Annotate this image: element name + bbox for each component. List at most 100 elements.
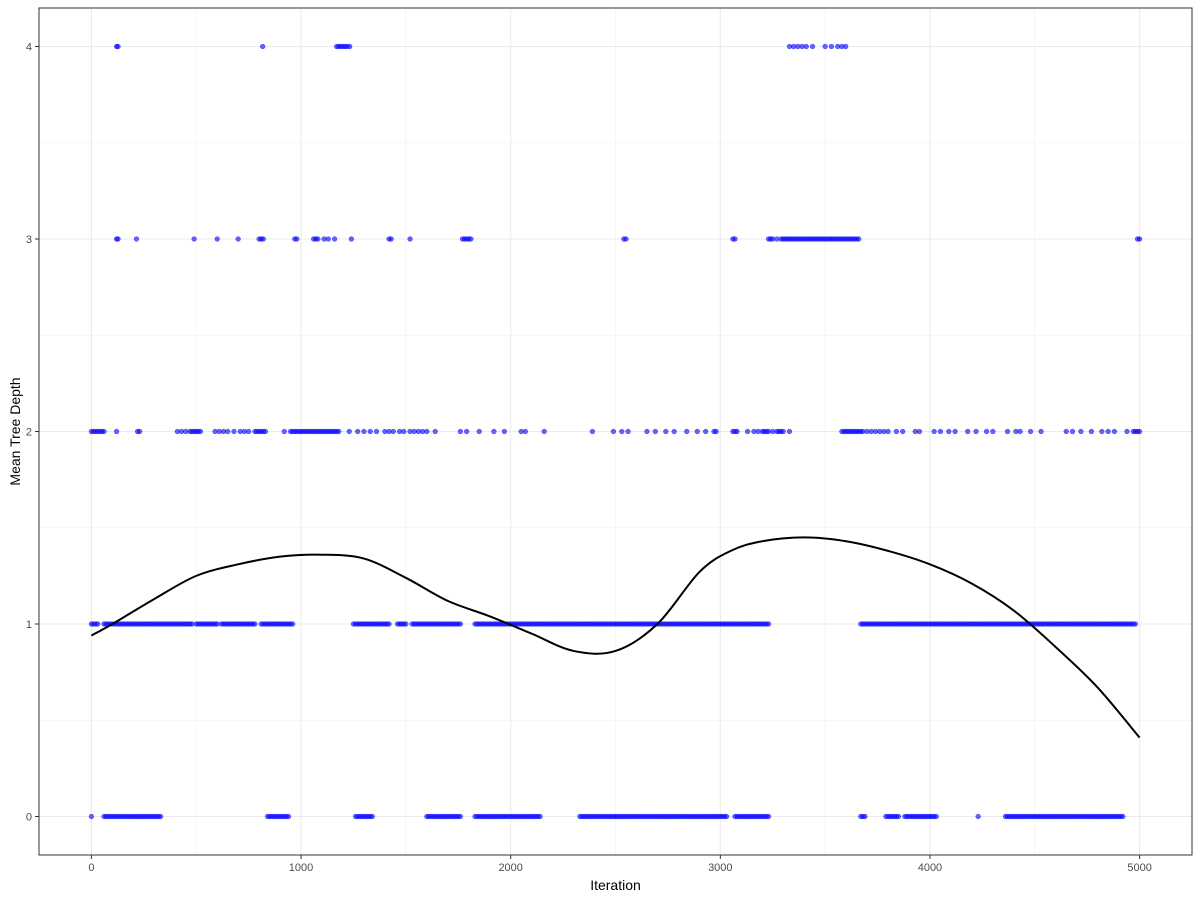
data-point — [285, 813, 292, 820]
data-point — [281, 428, 287, 435]
data-point — [1069, 428, 1076, 435]
data-point — [1078, 428, 1084, 435]
data-point — [885, 428, 891, 435]
data-point — [765, 813, 772, 820]
data-point — [136, 428, 143, 435]
data-point — [684, 428, 690, 435]
data-point — [325, 236, 331, 242]
data-point — [732, 236, 738, 242]
data-point — [403, 621, 409, 627]
data-point — [491, 428, 497, 435]
data-point — [828, 43, 835, 50]
data-point — [990, 428, 996, 435]
data-point — [197, 428, 204, 435]
data-point — [191, 236, 197, 242]
data-point — [457, 621, 464, 627]
data-point — [1120, 813, 1126, 820]
data-point — [347, 43, 353, 50]
data-point — [765, 621, 772, 627]
data-point — [644, 428, 650, 435]
data-point — [401, 428, 407, 435]
x-tick-label: 4000 — [918, 862, 942, 874]
x-tick-label: 5000 — [1127, 862, 1151, 874]
data-point — [671, 428, 677, 435]
data-point — [290, 621, 296, 627]
data-point — [331, 236, 338, 242]
data-point — [354, 428, 361, 435]
data-point — [1136, 428, 1143, 435]
data-point — [133, 236, 140, 242]
x-tick-label: 3000 — [708, 862, 732, 874]
data-point — [367, 428, 373, 435]
data-point — [361, 428, 367, 435]
x-axis-title: Iteration — [590, 877, 641, 893]
smooth-line-layer — [90, 536, 1141, 739]
data-point — [983, 428, 990, 435]
data-point — [893, 428, 900, 435]
data-point — [975, 813, 981, 820]
data-point — [619, 428, 625, 435]
data-point — [1017, 428, 1023, 435]
data-point — [373, 428, 380, 435]
data-point — [157, 813, 164, 820]
data-point — [294, 236, 300, 242]
data-point — [225, 428, 231, 435]
data-point — [694, 428, 700, 435]
y-tick-label: 1 — [26, 619, 32, 631]
data-point — [260, 236, 266, 242]
data-point — [856, 236, 862, 242]
data-point — [386, 621, 392, 627]
data-point — [822, 43, 828, 50]
data-point — [713, 428, 719, 435]
data-point — [369, 813, 375, 820]
data-point — [860, 428, 866, 435]
data-point — [1136, 236, 1143, 242]
data-point — [501, 428, 508, 435]
data-point — [262, 428, 269, 435]
data-point — [1105, 428, 1111, 435]
data-point — [252, 621, 258, 627]
y-tick-label: 0 — [26, 812, 32, 824]
data-point — [803, 43, 809, 50]
data-point — [1038, 428, 1044, 435]
y-tick-label: 4 — [26, 42, 32, 54]
data-point — [464, 428, 470, 435]
data-point — [744, 428, 751, 435]
data-point — [346, 428, 352, 435]
data-point — [537, 813, 543, 820]
data-point — [973, 428, 979, 435]
data-point — [432, 428, 438, 435]
data-point — [895, 813, 902, 820]
data-point — [231, 428, 237, 435]
data-point — [95, 621, 101, 627]
data-point — [843, 43, 849, 50]
data-point — [931, 428, 937, 435]
data-point — [457, 813, 464, 820]
data-point — [786, 428, 793, 435]
data-point — [113, 428, 120, 435]
data-point — [610, 428, 617, 435]
data-point — [965, 428, 971, 435]
data-point — [1004, 428, 1011, 435]
data-point — [1132, 621, 1139, 627]
data-point — [589, 428, 596, 435]
data-points — [88, 43, 1143, 820]
data-point — [388, 236, 394, 242]
data-point — [623, 236, 629, 242]
data-point — [723, 813, 730, 820]
data-point — [862, 813, 868, 820]
y-axis-title: Mean Tree Depth — [7, 377, 23, 485]
data-point — [734, 428, 740, 435]
data-point — [900, 428, 906, 435]
x-tick-label: 0 — [88, 862, 94, 874]
data-point — [348, 236, 355, 242]
data-point — [88, 813, 95, 820]
data-point — [1111, 428, 1118, 435]
data-point — [625, 428, 631, 435]
data-point — [245, 428, 252, 435]
data-point — [115, 43, 121, 50]
data-point — [946, 428, 952, 435]
data-point — [933, 813, 939, 820]
y-tick-label: 3 — [26, 234, 32, 246]
